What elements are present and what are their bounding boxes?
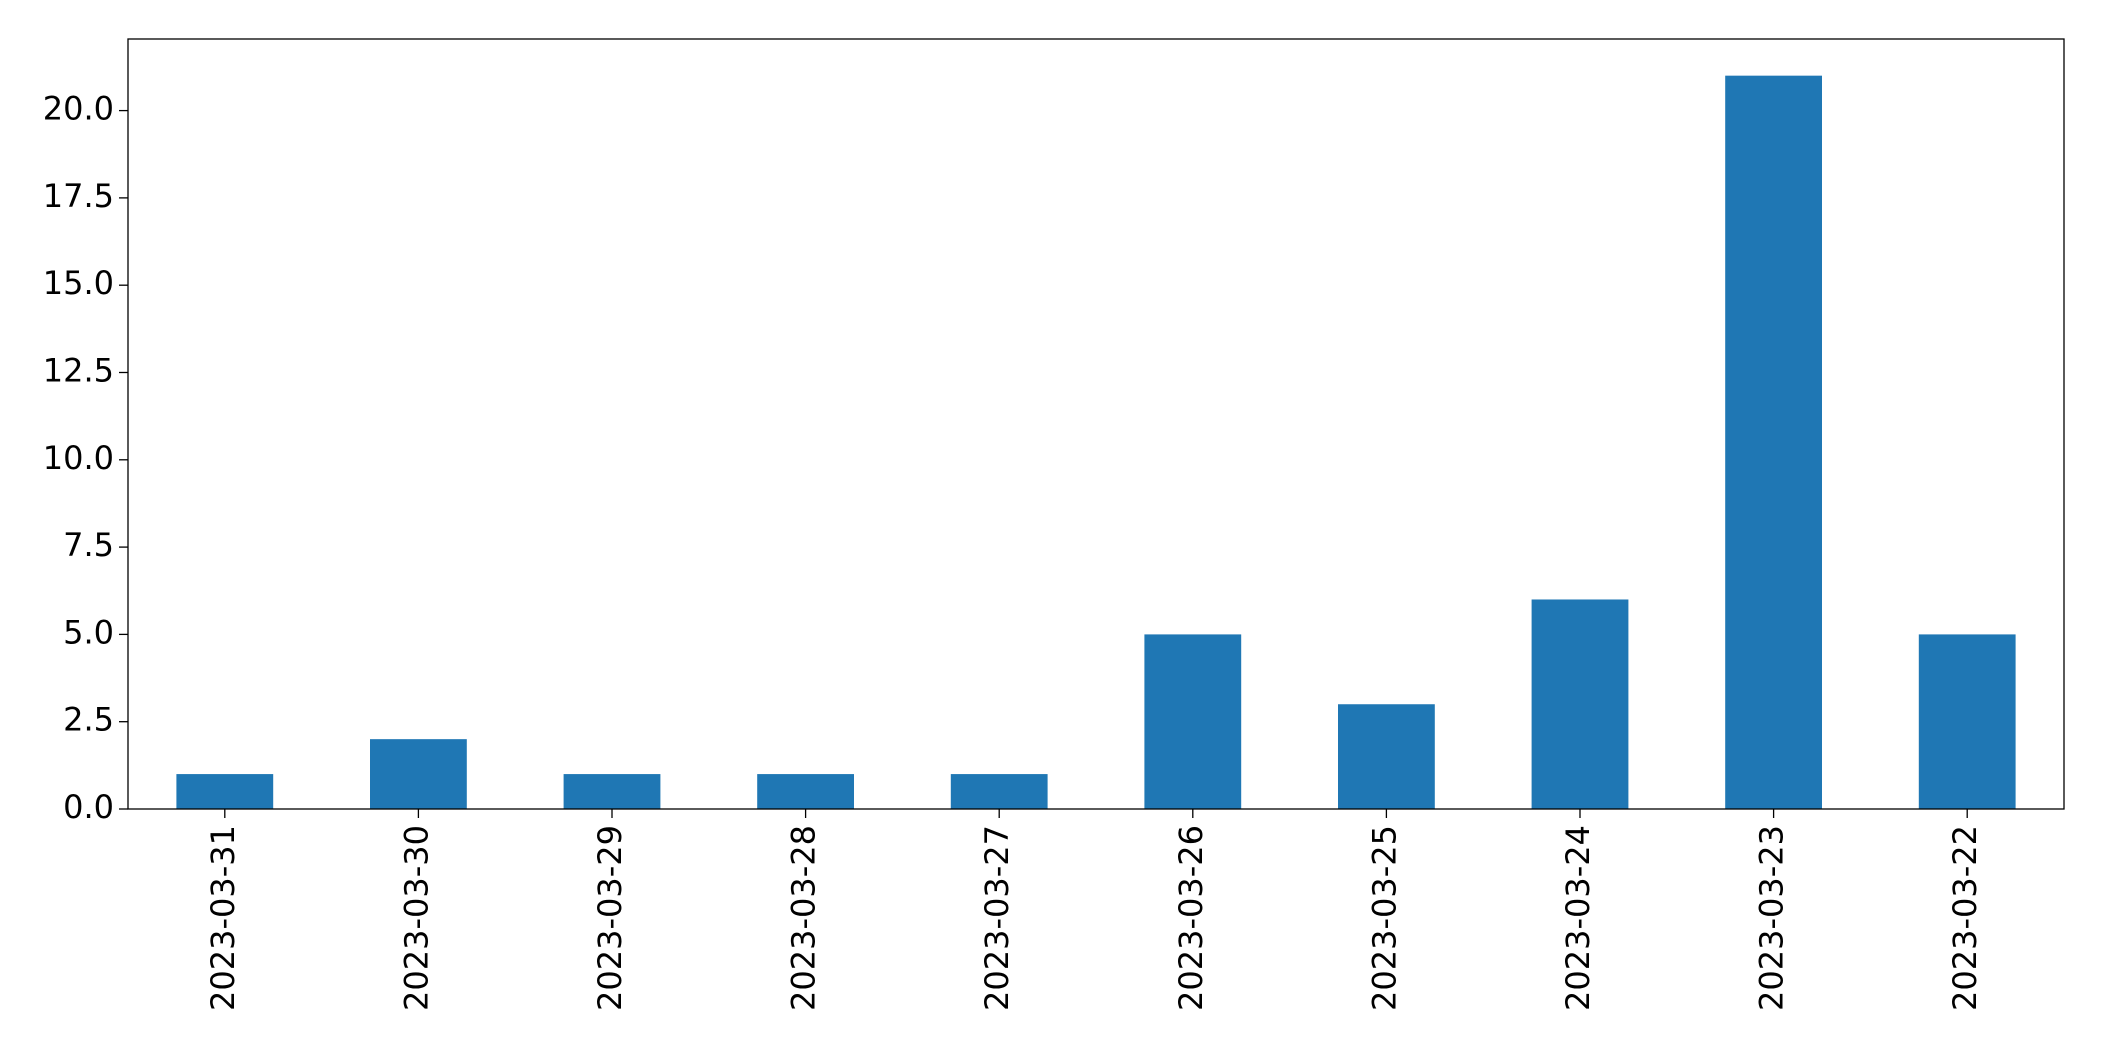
bar — [950, 774, 1048, 809]
axes-frame — [127, 38, 2065, 810]
y-tick-label: 12.5 — [43, 351, 114, 389]
y-tick-label: 17.5 — [43, 177, 114, 215]
y-tick-label: 0.0 — [63, 788, 114, 826]
y-tick-label: 20.0 — [43, 90, 114, 128]
bar — [176, 774, 274, 809]
y-tick-label: 5.0 — [63, 613, 114, 651]
bar — [563, 774, 661, 809]
x-tick-label: 2023-03-29 — [591, 825, 629, 1011]
x-tick-label: 2023-03-30 — [397, 825, 435, 1011]
x-tick-label: 2023-03-27 — [978, 825, 1016, 1011]
y-tick-label: 2.5 — [63, 701, 114, 739]
x-tick-label: 2023-03-22 — [1946, 825, 1984, 1011]
y-tick-label: 10.0 — [43, 439, 114, 477]
x-tick-label: 2023-03-24 — [1559, 825, 1597, 1011]
bar — [1918, 634, 2016, 809]
x-tick-label: 2023-03-31 — [204, 825, 242, 1011]
bar — [1531, 599, 1629, 809]
x-tick-label: 2023-03-25 — [1365, 825, 1403, 1011]
y-tick-label: 7.5 — [63, 526, 114, 564]
x-tick-label: 2023-03-26 — [1172, 825, 1210, 1011]
y-tick-label: 15.0 — [43, 264, 114, 302]
bar — [1338, 704, 1435, 809]
bar — [757, 774, 854, 809]
x-tick-label: 2023-03-23 — [1753, 825, 1791, 1011]
bar — [370, 739, 467, 809]
bar — [1725, 75, 1822, 809]
x-tick-label: 2023-03-28 — [785, 825, 823, 1011]
bar — [1144, 634, 1242, 809]
